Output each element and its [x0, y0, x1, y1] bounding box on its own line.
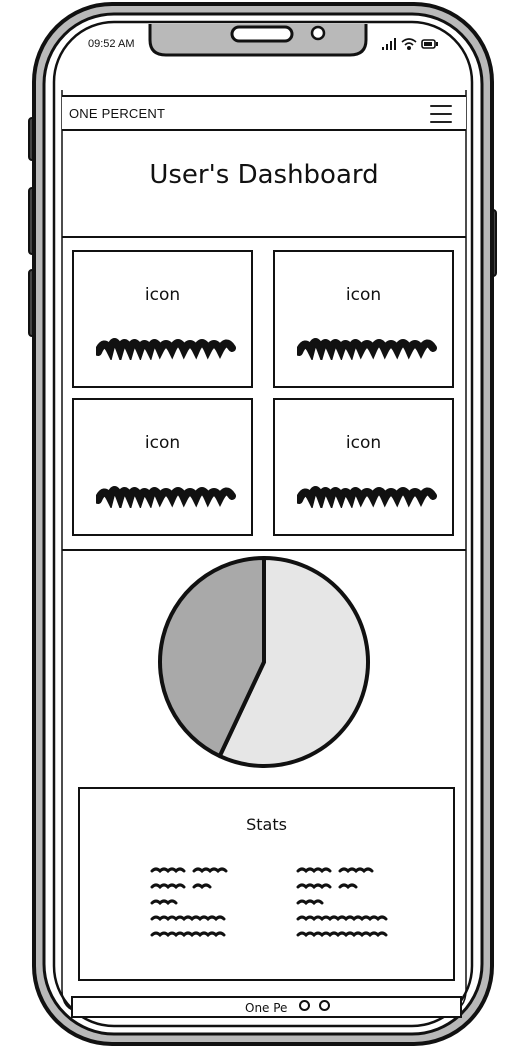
card-icon-label: icon: [144, 433, 181, 453]
pie-slice-1: [217, 556, 370, 768]
pie-slice-2: [158, 556, 266, 759]
card-text-scribble: [96, 338, 236, 360]
card-icon-label: icon: [345, 433, 382, 453]
stats-scribble-right: [296, 867, 388, 938]
navbar: ONE PERCENT: [62, 95, 466, 131]
cards-divider: [62, 549, 466, 551]
status-time: 09:52 AM: [88, 38, 135, 50]
battery-icon: [421, 39, 438, 49]
card-icon-label: icon: [144, 285, 181, 305]
card-text-scribble: [297, 486, 437, 508]
brand-logo[interactable]: ONE PERCENT: [69, 106, 166, 121]
dashboard-card-4[interactable]: icon: [273, 398, 454, 536]
page-title: User's Dashboard: [149, 160, 379, 190]
signal-icon: [382, 38, 396, 50]
footer-text: One Pe: [245, 1001, 288, 1015]
hamburger-menu-icon[interactable]: [430, 105, 452, 123]
title-divider: [62, 236, 466, 238]
stats-title: Stats: [246, 815, 287, 834]
card-text-scribble: [96, 486, 236, 508]
status-icons: [382, 38, 438, 51]
pie-chart: [158, 556, 370, 768]
footer-circle-icon[interactable]: [319, 1000, 330, 1011]
dashboard-card-3[interactable]: icon: [72, 398, 253, 536]
stats-panel: Stats: [78, 787, 455, 981]
stats-scribble-left: [150, 867, 228, 938]
card-icon-label: icon: [345, 285, 382, 305]
card-text-scribble: [297, 338, 437, 360]
wifi-icon: [401, 38, 417, 51]
footer-circle-icon[interactable]: [299, 1000, 310, 1011]
dashboard-card-2[interactable]: icon: [273, 250, 454, 388]
dashboard-card-1[interactable]: icon: [72, 250, 253, 388]
footer-bar: One Pe: [71, 996, 462, 1018]
